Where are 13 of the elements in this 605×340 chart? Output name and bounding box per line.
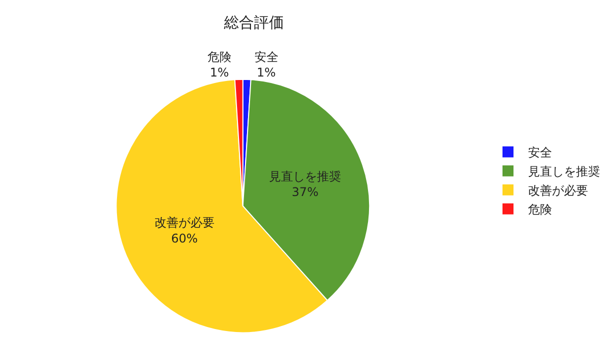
legend-label: 安全 <box>528 146 552 160</box>
data-label: 37% <box>292 185 318 200</box>
slice-label: 見直しを推奨 <box>269 170 342 184</box>
chart-title: 総合評価 <box>223 14 284 32</box>
data-label: 1% <box>210 65 229 80</box>
data-label: 60% <box>171 231 198 246</box>
slice-label: 危険 <box>207 50 232 64</box>
slice-label: 安全 <box>254 50 278 64</box>
legend-label: 見直しを推奨 <box>528 164 600 179</box>
slice-label: 改善が必要 <box>154 216 214 230</box>
data-label: 1% <box>256 65 276 80</box>
legend-label: 危険 <box>528 202 552 217</box>
legend-label: 改善が必要 <box>528 184 588 198</box>
